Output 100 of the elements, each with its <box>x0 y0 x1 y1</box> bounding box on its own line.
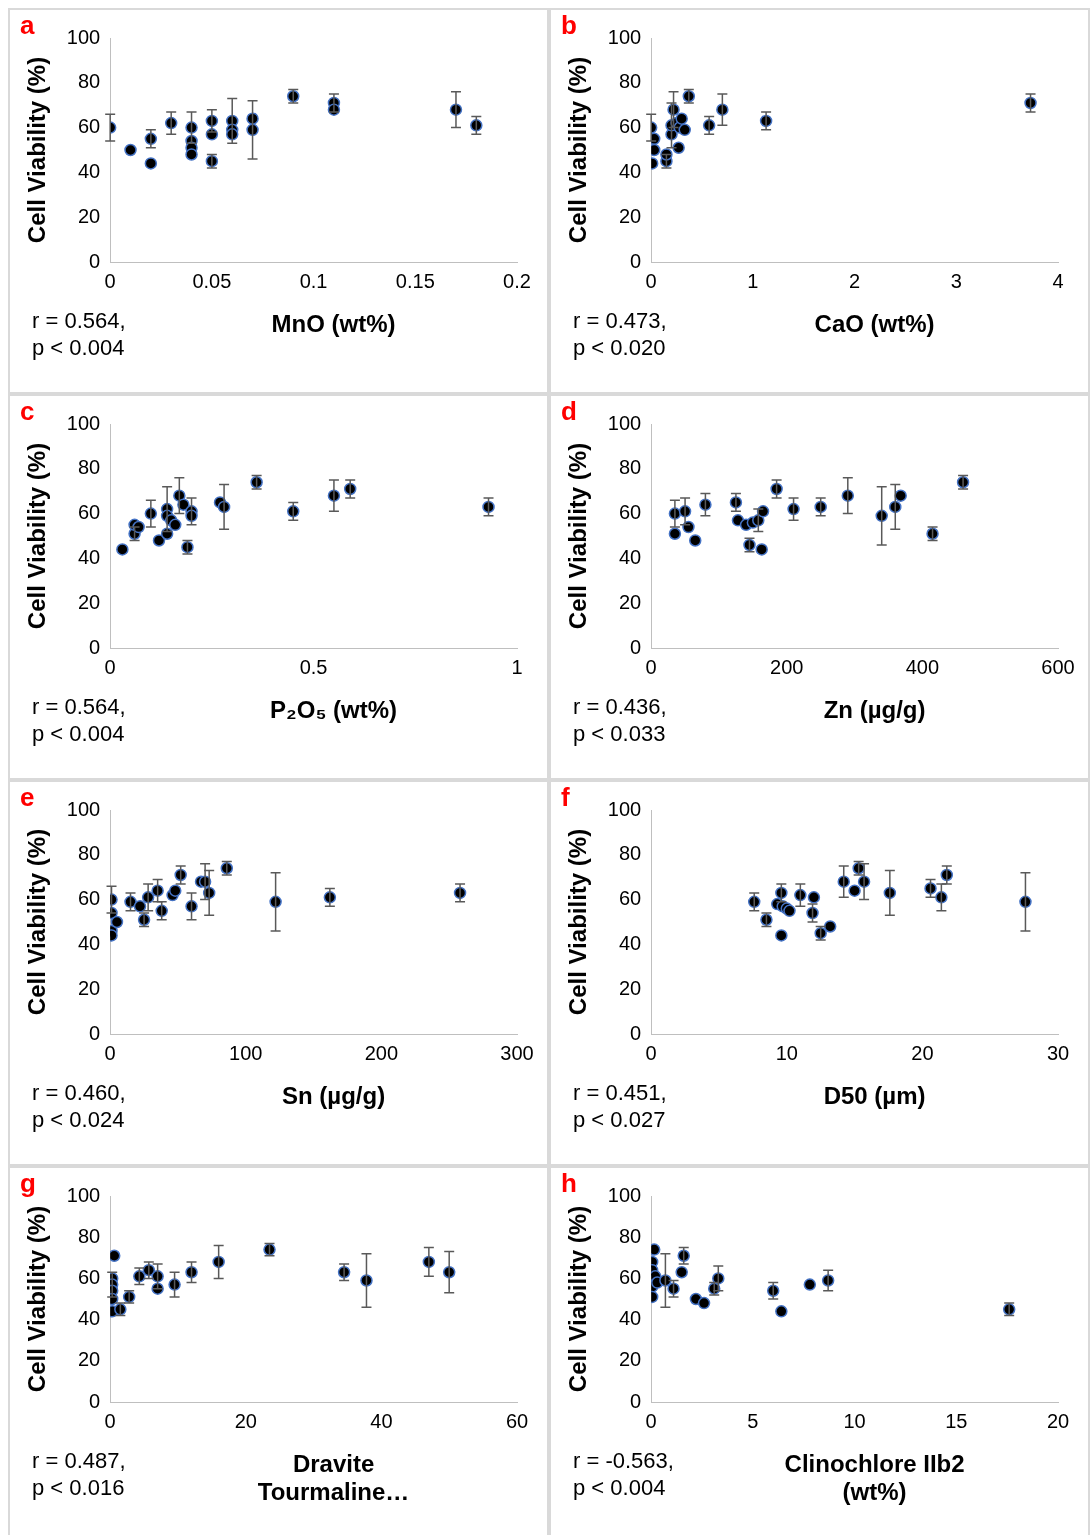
x-tick-label: 200 <box>364 1041 399 1064</box>
y-tick-label: 0 <box>89 1021 101 1044</box>
y-tick-label: 100 <box>66 797 101 820</box>
x-tick-label: 10 <box>775 1041 798 1064</box>
x-tick-label: 400 <box>905 655 940 678</box>
x-tick-label: 10 <box>843 1409 866 1432</box>
text: r = -0.563, p < 0.004 <box>573 1448 674 1500</box>
x-tick-label: 20 <box>911 1041 934 1064</box>
x-tick-label: 15 <box>945 1409 968 1432</box>
y-tick-label: 60 <box>618 1265 642 1288</box>
x-tick-label: 30 <box>1046 1041 1070 1064</box>
y-tick-label: 100 <box>607 797 642 820</box>
x-tick-label: 0 <box>104 1041 116 1064</box>
y-tick-label: 0 <box>630 1389 642 1412</box>
x-tick-label: 300 <box>500 1041 534 1064</box>
x-tick-label: 5 <box>747 1409 759 1432</box>
y-axis-title: Cell Viability (%) <box>23 828 51 1016</box>
chart-title: g <box>20 1168 36 1199</box>
x-tick-label: 20 <box>1046 1409 1070 1432</box>
x-tick-label: 2 <box>849 269 861 292</box>
y-tick-label: 0 <box>89 249 101 272</box>
text: r = 0.473, p < 0.020 <box>573 308 667 360</box>
y-tick-label: 80 <box>618 456 642 479</box>
y-tick-label: 40 <box>77 545 101 568</box>
y-tick-label: 40 <box>618 545 642 568</box>
x-tick-label: 40 <box>370 1409 393 1432</box>
x-axis-title: CaO (wt%) <box>814 310 935 337</box>
y-tick-label: 40 <box>77 159 101 182</box>
y-tick-label: 20 <box>77 204 101 227</box>
x-tick-label: 200 <box>770 655 804 678</box>
y-tick-label: 100 <box>66 25 101 48</box>
y-tick-label: 40 <box>618 159 642 182</box>
y-tick-label: 100 <box>66 1183 101 1206</box>
y-tick-label: 80 <box>77 456 101 479</box>
y-tick-label: 60 <box>77 1265 101 1288</box>
y-tick-label: 80 <box>618 842 642 865</box>
y-tick-label: 80 <box>77 70 101 93</box>
y-axis-title: Cell Viability (%) <box>23 1205 51 1393</box>
y-tick-label: 100 <box>607 411 642 434</box>
y-tick-label: 20 <box>77 590 101 613</box>
y-axis-title: Cell Viability (%) <box>564 56 592 244</box>
chart-title: c <box>20 396 35 427</box>
y-tick-label: 60 <box>618 887 642 910</box>
y-tick-label: 80 <box>618 70 642 93</box>
x-tick-label: 0 <box>645 1409 657 1432</box>
y-tick-label: 20 <box>618 204 642 227</box>
x-axis-title: Clinochlore IIb2 (wt%) <box>784 1450 965 1505</box>
chart-title: e <box>20 782 35 813</box>
x-tick-label: 20 <box>234 1409 257 1432</box>
x-tick-label: 1 <box>747 269 759 292</box>
text: r = 0.436, p < 0.033 <box>573 694 667 746</box>
chart-title: d <box>561 396 577 427</box>
text: r = 0.564, p < 0.004 <box>32 694 126 746</box>
y-tick-label: 20 <box>77 976 101 999</box>
x-tick-label: 600 <box>1041 655 1075 678</box>
y-tick-label: 80 <box>618 1224 642 1247</box>
y-axis-title: Cell Viability (%) <box>23 56 51 244</box>
chart-title: f <box>561 782 570 813</box>
y-tick-label: 100 <box>607 1183 642 1206</box>
x-tick-label: 1 <box>511 655 523 678</box>
y-tick-label: 80 <box>77 842 101 865</box>
y-axis-title: Cell Viability (%) <box>564 1205 592 1393</box>
y-tick-label: 20 <box>77 1348 101 1371</box>
y-tick-label: 100 <box>607 25 642 48</box>
y-tick-label: 60 <box>77 115 101 138</box>
y-axis-title: Cell Viability (%) <box>564 442 592 630</box>
x-tick-label: 0.2 <box>503 269 531 292</box>
x-tick-label: 100 <box>229 1041 263 1064</box>
x-axis-title: Zn (µg/g) <box>823 696 926 723</box>
x-tick-label: 60 <box>505 1409 529 1432</box>
x-tick-label: 0.05 <box>192 269 232 292</box>
x-tick-label: 4 <box>1052 269 1064 292</box>
y-tick-label: 20 <box>618 1348 642 1371</box>
x-axis-title: MnO (wt%) <box>271 310 396 337</box>
y-tick-label: 40 <box>77 931 101 954</box>
y-tick-label: 60 <box>618 115 642 138</box>
y-tick-label: 0 <box>630 635 642 658</box>
y-tick-label: 0 <box>89 1389 101 1412</box>
y-tick-label: 80 <box>77 1224 101 1247</box>
y-tick-label: 20 <box>618 590 642 613</box>
x-axis-title: P₂O₅ (wt%) <box>270 696 398 723</box>
text: r = 0.460, p < 0.024 <box>32 1080 126 1132</box>
chart-title: b <box>561 10 577 41</box>
y-axis-title: Cell Viability (%) <box>564 828 592 1016</box>
y-tick-label: 0 <box>89 635 101 658</box>
text: r = 0.564, p < 0.004 <box>32 308 126 360</box>
y-tick-label: 0 <box>630 249 642 272</box>
x-tick-label: 0 <box>645 655 657 678</box>
x-tick-label: 0.15 <box>395 269 435 292</box>
y-tick-label: 0 <box>630 1021 642 1044</box>
x-axis-title: Dravite Tourmaline… <box>257 1450 410 1505</box>
x-tick-label: 0 <box>645 269 657 292</box>
x-tick-label: 0.5 <box>299 655 328 678</box>
y-tick-label: 60 <box>77 501 101 524</box>
x-tick-label: 0 <box>104 269 116 292</box>
chart-title: a <box>20 10 35 41</box>
y-tick-label: 40 <box>77 1307 101 1330</box>
x-tick-label: 0.1 <box>299 269 328 292</box>
x-tick-label: 0 <box>104 1409 116 1432</box>
x-tick-label: 3 <box>950 269 962 292</box>
